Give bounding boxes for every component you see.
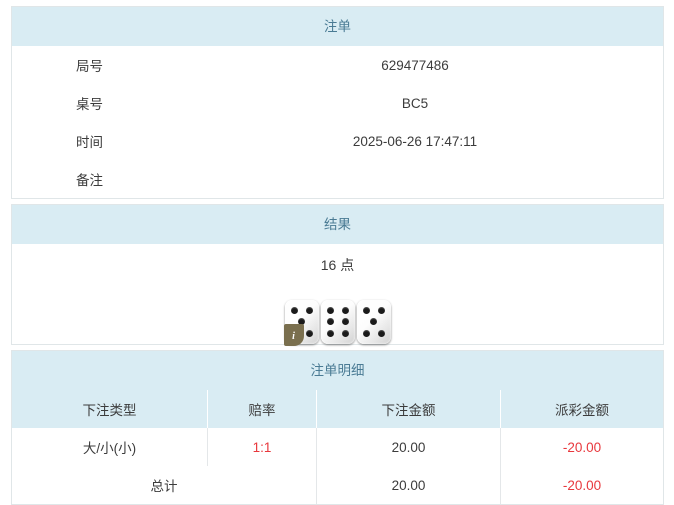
cell-payout: -20.00 <box>562 439 602 455</box>
order-value-round-no: 629477486 <box>381 57 449 73</box>
result-points-value: 16 点 <box>320 257 355 273</box>
result-panel: 结果 16 点 <box>11 204 664 346</box>
column-header-odds: 赔率 <box>208 390 317 428</box>
die-2-six <box>320 299 355 344</box>
cell-bet-amount: 20.00 <box>317 428 501 466</box>
table-row: 时间 2025-06-26 17:47:11 <box>12 122 663 160</box>
cell-total-payout: -20.00 <box>562 477 602 493</box>
column-header-bet-type: 下注类型 <box>12 390 208 428</box>
table-row-total: 总计 20.00 -20.00 <box>12 466 663 504</box>
dice-group: i <box>283 299 392 346</box>
detail-title-row: 注单明细 <box>12 351 663 390</box>
order-label-time: 时间 <box>76 135 103 150</box>
detail-header-row: 下注类型 赔率 下注金额 派彩金额 <box>12 390 663 428</box>
order-label-table-no: 桌号 <box>76 97 103 112</box>
result-dice-row: i <box>12 286 663 346</box>
table-row: 局号 629477486 <box>12 46 663 84</box>
order-value-remark <box>167 160 663 198</box>
order-label-remark: 备注 <box>76 173 103 188</box>
info-icon[interactable]: i <box>283 323 304 346</box>
table-row: 大/小(小) 1:1 20.00 -20.00 <box>12 428 663 466</box>
cell-odds: 1:1 <box>208 428 317 466</box>
result-panel-title: 结果 <box>12 205 663 244</box>
detail-panel: 注单明细 下注类型 赔率 下注金额 派彩金额 大/小(小) 1:1 20.00 … <box>11 350 664 505</box>
column-header-payout: 派彩金额 <box>501 390 663 428</box>
cell-bet-type: 大/小(小) <box>12 428 208 466</box>
dice-container: i <box>12 286 663 346</box>
order-panel: 注单 局号 629477486 桌号 BC5 时间 2025-06-26 17:… <box>11 6 664 199</box>
order-value-time: 2025-06-26 17:47:11 <box>352 133 478 149</box>
order-panel-title: 注单 <box>12 7 663 46</box>
result-points-row: 16 点 <box>12 244 663 286</box>
die-3-five <box>356 299 391 344</box>
cell-total-bet-amount: 20.00 <box>317 466 501 504</box>
detail-panel-title: 注单明细 <box>12 351 663 390</box>
order-title-row: 注单 <box>12 7 663 46</box>
table-row: 备注 <box>12 160 663 198</box>
cell-total-label: 总计 <box>12 466 317 504</box>
order-label-round-no: 局号 <box>76 59 103 74</box>
order-value-table-no: BC5 <box>401 95 429 111</box>
column-header-bet-amount: 下注金额 <box>317 390 501 428</box>
table-row: 桌号 BC5 <box>12 84 663 122</box>
result-title-row: 结果 <box>12 205 663 244</box>
